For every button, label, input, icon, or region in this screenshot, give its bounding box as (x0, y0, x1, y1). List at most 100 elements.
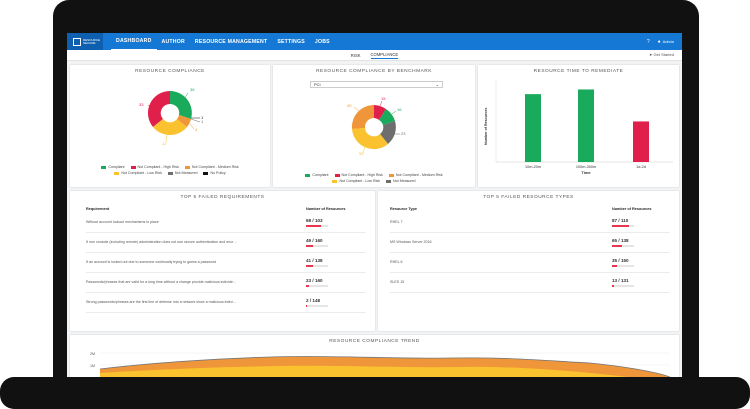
help-icon[interactable]: ? (646, 38, 650, 45)
legend-item[interactable]: Not Compliant - Medium Risk (388, 173, 443, 177)
resource-count: 41 / 138 (306, 258, 323, 263)
nav-settings[interactable]: SETTINGS (277, 38, 305, 45)
chevron-down-icon: ⌄ (435, 82, 439, 87)
label-no-policy: 1 (201, 115, 204, 120)
bar-100m-300m[interactable] (578, 89, 594, 162)
resource-type-text: RHEL 7 (390, 220, 403, 224)
table-row[interactable]: Passwords/phrases that are valid for a l… (86, 273, 366, 293)
app-logo[interactable]: RESOURCE SECURE (67, 33, 103, 50)
compliance-by-benchmark-card: RESOURCE COMPLIANCE BY BENCHMARK PCI ⌄ 40… (273, 65, 475, 187)
requirement-text: If non console (including remote) admini… (86, 240, 237, 244)
tab-compliance[interactable]: COMPLIANCE (370, 51, 399, 59)
donut-slice-compliant[interactable] (379, 109, 395, 125)
legend-item[interactable]: Not Compliant - Low Risk (332, 179, 380, 183)
nav-resource-management[interactable]: RESOURCE MANAGEMENT (194, 38, 268, 45)
user-name: Admin (662, 39, 674, 44)
compliance-donut: 36 33 4 12 1 1 (139, 87, 204, 146)
legend-item[interactable]: Not Measured (167, 171, 197, 175)
resource-count: 23 / 160 (306, 278, 323, 283)
label-low-risk: 12 (162, 141, 167, 146)
legend-item[interactable]: Not Compliant - Low Risk (114, 171, 162, 175)
benchmark-donut: 40 15 16 23 50 (347, 96, 406, 156)
legend-item[interactable]: Compliant (101, 165, 125, 169)
compliance-legend: Compliant Not Compliant - High Risk Not … (80, 165, 260, 175)
card-title: RESOURCE TIME TO REMEDIATE (533, 69, 624, 74)
nav-author[interactable]: AUTHOR (161, 38, 185, 45)
progress-bar (306, 285, 328, 287)
card-title: RESOURCE COMPLIANCE BY BENCHMARK (316, 69, 432, 74)
x-axis-label: Time (581, 170, 591, 175)
tab-risk[interactable]: RISK (350, 52, 361, 58)
progress-fill (612, 245, 623, 247)
time-to-remediate-card: RESOURCE TIME TO REMEDIATE Number of Res… (478, 65, 679, 187)
label-not-measured: 23 (401, 131, 406, 136)
table-row[interactable]: Without account lockout mechanisms in pl… (86, 213, 366, 233)
label-not-measured: 1 (201, 119, 204, 124)
legend-item[interactable]: No Policy (203, 171, 226, 175)
label-medium-risk: 4 (195, 127, 198, 132)
resource-compliance-card: RESOURCE COMPLIANCE 36 33 4 12 1 1 Comp (70, 65, 270, 187)
bar-10m-20m[interactable] (525, 94, 541, 162)
column-header: Number of Resources (612, 207, 652, 211)
donut-slice-high-risk[interactable] (374, 105, 386, 120)
resource-type-text: RHEL 6 (390, 260, 403, 264)
donut-slice-compliant[interactable] (170, 91, 192, 119)
x-tick-label: 10m-20m (525, 165, 541, 169)
donut-slice-high-risk[interactable] (147, 90, 170, 127)
progress-bar (306, 245, 328, 247)
resource-count: 49 / 160 (306, 238, 323, 243)
legend-item[interactable]: Not Compliant - High Risk (334, 173, 383, 177)
benchmark-select[interactable]: PCI ⌄ (310, 81, 443, 88)
table-row[interactable]: SLES 15 13 / 131 (390, 273, 670, 293)
label-medium-risk: 40 (347, 103, 352, 108)
dashboard-screen: RESOURCE SECURE DASHBOARD AUTHOR RESOURC… (67, 33, 682, 377)
table-row[interactable]: RHEL 7 87 / 110 (390, 213, 670, 233)
table-row[interactable]: Strong passwords/phrases are the first l… (86, 293, 366, 313)
table-row[interactable]: If non console (including remote) admini… (86, 233, 366, 253)
trend-area-yellow[interactable] (100, 365, 670, 377)
trend-area-chart: 2M 1M (90, 352, 671, 377)
label-low-risk: 50 (359, 151, 364, 156)
resource-count: 68 / 103 (306, 218, 323, 223)
progress-bar (612, 265, 634, 267)
legend-item[interactable]: Not Measured (385, 179, 416, 183)
donut-slice-medium-risk[interactable] (351, 104, 374, 129)
resource-count: 87 / 110 (612, 218, 629, 223)
benchmark-select-value: PCI (314, 82, 321, 87)
legend-item[interactable]: Compliant (305, 173, 329, 177)
donut-slice-not-measured[interactable] (380, 121, 396, 144)
column-header: Number of Resources (306, 207, 346, 211)
y-axis-label: Number of Resources (484, 108, 488, 145)
card-title: TOP 5 FAILED RESOURCE TYPES (483, 195, 574, 200)
nav-dashboard[interactable]: DASHBOARD (111, 33, 157, 50)
table-row[interactable]: MS Windows Server 2016 65 / 138 (390, 233, 670, 253)
table-row[interactable]: RHEL 6 35 / 150 (390, 253, 670, 273)
legend-item[interactable]: Not Compliant - Medium Risk (184, 165, 239, 169)
label-high-risk: 15 (381, 96, 386, 101)
progress-fill (612, 265, 618, 267)
resource-count: 35 / 150 (612, 258, 629, 263)
donut-slice-medium-risk[interactable] (177, 115, 191, 127)
progress-bar (306, 265, 328, 267)
progress-fill (306, 265, 313, 267)
trend-line-gray (99, 356, 671, 377)
resource-type-text: MS Windows Server 2016 (390, 240, 432, 244)
donut-slice-low-risk[interactable] (352, 128, 388, 150)
progress-fill (306, 245, 313, 247)
requirement-text: Without account lockout mechanisms in pl… (86, 220, 159, 224)
label-compliant: 36 (190, 87, 195, 92)
logo-mark-icon (73, 37, 81, 46)
progress-bar (306, 305, 328, 307)
table-row[interactable]: If an account is locked out due to someo… (86, 253, 366, 273)
legend-item[interactable]: Not Compliant - High Risk (130, 165, 179, 169)
main-nav: DASHBOARD AUTHOR RESOURCE MANAGEMENT SET… (111, 33, 335, 50)
get-started-link[interactable]: ➤ Get Started (649, 52, 674, 57)
resource-type-text: SLES 15 (390, 280, 405, 284)
user-menu[interactable]: ● Admin (658, 39, 674, 45)
nav-jobs[interactable]: JOBS (314, 38, 330, 45)
donut-slice-low-risk[interactable] (153, 119, 187, 136)
progress-fill (612, 285, 615, 287)
top-navigation-bar: RESOURCE SECURE DASHBOARD AUTHOR RESOURC… (67, 33, 682, 50)
card-title: TOP 5 FAILED REQUIREMENTS (180, 195, 265, 200)
bar-1d-2d[interactable] (633, 121, 649, 162)
